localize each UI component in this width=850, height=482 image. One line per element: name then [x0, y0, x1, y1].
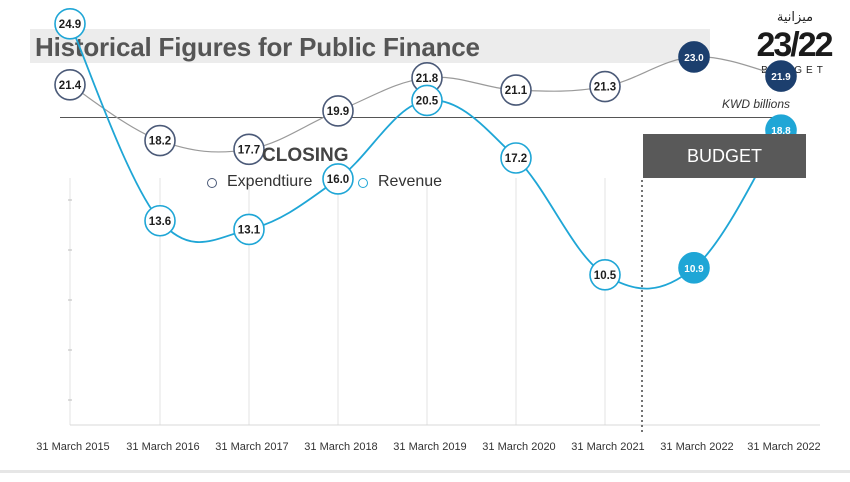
- point-revenue-6: [589, 258, 621, 291]
- point-revenue-5: [500, 142, 532, 174]
- logo-number: 23/22: [756, 26, 833, 64]
- budget-section-label: BUDGET: [643, 134, 806, 178]
- point-expenditure-1: [144, 124, 176, 157]
- point-expenditure-2: [233, 133, 265, 166]
- data-label-expenditure-4: 21.8: [416, 73, 439, 85]
- x-tick-label-6: 31 March 2021: [571, 441, 644, 453]
- legend-label-revenue: Revenue: [378, 173, 443, 190]
- data-label-revenue-5: 17.2: [505, 153, 527, 165]
- data-label-revenue-2: 13.1: [238, 224, 261, 236]
- x-tick-label-4: 31 March 2019: [393, 441, 466, 453]
- data-label-revenue-0: 24.9: [59, 19, 81, 31]
- point-revenue-1: [144, 204, 176, 237]
- x-tick-label-0: 31 March 2015: [36, 441, 109, 453]
- point-expenditure-3: [322, 95, 354, 127]
- point-expenditure-7: [678, 41, 710, 73]
- x-tick-label-1: 31 March 2016: [126, 441, 199, 453]
- page-title: Historical Figures for Public Finance: [35, 32, 480, 62]
- legend-marker-revenue: [358, 178, 368, 188]
- data-label-expenditure-8: 21.9: [771, 72, 791, 83]
- data-label-revenue-7: 10.9: [684, 264, 704, 275]
- point-expenditure-8: [765, 60, 797, 92]
- data-label-expenditure-2: 17.7: [238, 144, 260, 156]
- data-label-revenue-3: 16.0: [327, 174, 349, 186]
- data-label-expenditure-0: 21.4: [59, 80, 82, 92]
- x-tick-label-2: 31 March 2017: [215, 441, 288, 453]
- data-label-expenditure-6: 21.3: [594, 82, 616, 94]
- point-expenditure-6: [589, 70, 621, 103]
- bottom-divider: [0, 470, 850, 473]
- point-revenue-4: [411, 84, 443, 117]
- point-expenditure-0: [54, 68, 86, 101]
- x-tick-label-7: 31 March 2022: [660, 441, 733, 453]
- data-label-expenditure-5: 21.1: [505, 85, 528, 97]
- unit-label: KWD billions: [721, 97, 790, 111]
- x-tick-label-5: 31 March 2020: [482, 441, 555, 453]
- title-bar: Historical Figures for Public Finance: [30, 29, 710, 63]
- data-label-expenditure-7: 23.0: [684, 53, 704, 64]
- x-tick-label-8: 31 March 2022: [747, 441, 820, 453]
- closing-section-label: CLOSING: [262, 145, 349, 166]
- data-label-revenue-8: 18.8: [771, 126, 791, 137]
- unit-divider: [60, 117, 790, 118]
- data-label-expenditure-1: 18.2: [149, 136, 171, 148]
- data-label-revenue-6: 10.5: [594, 270, 617, 282]
- point-expenditure-5: [500, 74, 532, 106]
- point-revenue-0: [54, 7, 86, 40]
- data-label-expenditure-3: 19.9: [327, 106, 349, 118]
- point-revenue-3: [322, 163, 354, 195]
- legend-marker-expenditure: [207, 178, 217, 188]
- data-label-revenue-1: 13.6: [149, 216, 171, 228]
- data-label-revenue-4: 20.5: [416, 95, 439, 107]
- point-revenue-7: [678, 252, 710, 284]
- point-revenue-2: [233, 213, 265, 246]
- x-tick-label-3: 31 March 2018: [304, 441, 377, 453]
- legend-label-expenditure: Expendtiure: [227, 173, 313, 190]
- logo-arabic-text: ميزانية: [776, 10, 814, 25]
